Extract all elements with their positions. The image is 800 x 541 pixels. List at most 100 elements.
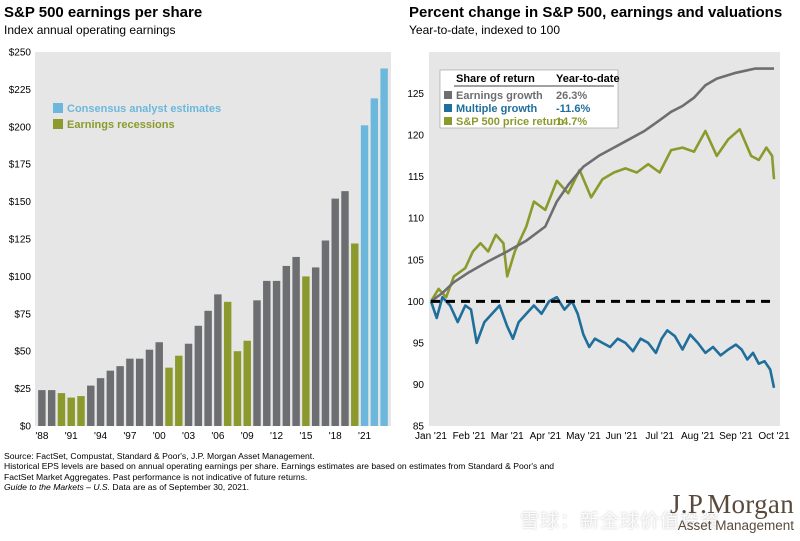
left-x-tick-label: '91 bbox=[65, 431, 78, 442]
series-line-multiple bbox=[429, 295, 776, 389]
eps-bar bbox=[351, 243, 359, 426]
eps-bar bbox=[145, 349, 154, 426]
right-y-tick-label: 120 bbox=[407, 131, 424, 142]
left-x-tick-label: '15 bbox=[299, 431, 312, 442]
left-y-tick-label: $25 bbox=[14, 384, 31, 395]
eps-bar bbox=[38, 390, 46, 426]
eps-bar bbox=[96, 378, 105, 426]
brand-sub: Asset Management bbox=[677, 518, 794, 533]
eps-bar bbox=[292, 256, 300, 426]
left-x-tick-label: '03 bbox=[182, 431, 195, 442]
right-y-tick-label: 110 bbox=[408, 214, 424, 225]
legend-label-recession: Earnings recessions bbox=[67, 119, 175, 131]
jpmorgan-logo: J.P.Morgan Asset Management bbox=[670, 490, 794, 533]
right-x-tick-label: Apr '21 bbox=[530, 431, 562, 442]
footer-note-2: FactSet Market Aggregates. Past performa… bbox=[4, 471, 308, 482]
eps-bar bbox=[87, 385, 95, 426]
eps-bar bbox=[67, 397, 75, 426]
watermark-text: 雪球：新全球价值投资 bbox=[520, 511, 721, 532]
right-x-tick-label: Oct '21 bbox=[758, 431, 790, 442]
left-x-tick-label: '97 bbox=[123, 431, 136, 442]
eps-bar bbox=[302, 276, 310, 426]
right-x-tick-label: Jan '21 bbox=[415, 431, 447, 442]
legend-swatch-earnings bbox=[444, 91, 452, 99]
eps-bar bbox=[116, 366, 124, 426]
eps-bar bbox=[204, 310, 212, 426]
returns-legend-box bbox=[439, 69, 619, 129]
brand-name: J.P.Morgan bbox=[669, 489, 794, 519]
right-y-tick-label: 90 bbox=[413, 380, 425, 391]
eps-bar bbox=[214, 294, 222, 426]
left-y-tick-label: $0 bbox=[20, 422, 32, 433]
left-x-tick-label: '21 bbox=[358, 431, 371, 442]
footer-notes: Source: FactSet, Compustat, Standard & P… bbox=[4, 451, 554, 493]
footer-note-1: Historical EPS levels are based on annua… bbox=[4, 461, 555, 472]
legend-series-name: S&P 500 price return bbox=[456, 116, 564, 128]
right-x-tick-label: Jun '21 bbox=[606, 431, 638, 442]
footer-note-3: Guide to the Markets – U.S. Data are as … bbox=[4, 482, 554, 492]
left-y-tick-label: $125 bbox=[9, 235, 32, 246]
left-y-tick-label: $150 bbox=[9, 197, 32, 208]
left-y-tick-label: $225 bbox=[9, 85, 32, 96]
eps-bar bbox=[380, 68, 388, 427]
right-chart-title: Percent change in S&P 500, earnings and … bbox=[409, 4, 783, 21]
legend-series-name: Multiple growth bbox=[456, 103, 538, 115]
eps-bar bbox=[370, 98, 379, 426]
legend-header-ytd: Year-to-date bbox=[556, 73, 620, 85]
legend-series-name: Earnings growth bbox=[456, 90, 543, 102]
eps-bar bbox=[243, 340, 251, 426]
legend-series-ytd: -11.6% bbox=[556, 103, 590, 115]
eps-bar bbox=[155, 342, 163, 426]
left-x-tick-label: '09 bbox=[241, 431, 254, 442]
legend-series-ytd: 14.7% bbox=[556, 116, 587, 128]
left-x-tick-label: '06 bbox=[211, 431, 224, 442]
eps-bar bbox=[253, 300, 261, 426]
right-y-tick-label: 100 bbox=[407, 297, 424, 308]
eps-bar bbox=[263, 280, 271, 426]
eps-bar bbox=[184, 343, 193, 426]
left-x-tick-label: '12 bbox=[270, 431, 283, 442]
right-y-tick-label: 95 bbox=[413, 338, 425, 349]
left-x-tick-label: '94 bbox=[94, 431, 107, 442]
eps-bar bbox=[135, 358, 144, 426]
left-y-tick-label: $50 bbox=[14, 347, 31, 358]
right-x-tick-label: May '21 bbox=[566, 431, 601, 442]
eps-bar bbox=[282, 265, 291, 426]
eps-bar bbox=[223, 301, 232, 426]
left-y-tick-label: $175 bbox=[9, 160, 32, 171]
left-y-tick-label: $250 bbox=[9, 48, 32, 59]
right-x-tick-label: Mar '21 bbox=[491, 431, 524, 442]
legend-header-share: Share of return bbox=[456, 73, 535, 85]
eps-bar bbox=[321, 240, 330, 426]
legend-swatch-price bbox=[444, 117, 452, 125]
eps-bar bbox=[106, 370, 115, 426]
eps-bar bbox=[331, 198, 339, 426]
left-y-tick-label: $200 bbox=[9, 122, 32, 133]
left-chart-title: S&P 500 earnings per share bbox=[4, 4, 203, 21]
left-x-tick-label: '00 bbox=[153, 431, 166, 442]
right-x-tick-label: Jul '21 bbox=[645, 431, 674, 442]
series-line-earnings bbox=[430, 67, 774, 303]
right-y-tick-label: 115 bbox=[408, 172, 424, 183]
right-y-tick-label: 85 bbox=[413, 422, 425, 433]
right-x-tick-label: Aug '21 bbox=[681, 431, 715, 442]
eps-bar bbox=[47, 390, 56, 426]
eps-bar bbox=[272, 280, 281, 426]
legend-series-ytd: 26.3% bbox=[556, 90, 587, 102]
eps-bar bbox=[165, 367, 173, 426]
footer-guide-title: Guide to the Markets – U.S. bbox=[4, 482, 111, 493]
left-x-tick-label: '88 bbox=[35, 431, 48, 442]
right-y-tick-label: 105 bbox=[407, 255, 424, 266]
legend-label-estimate: Consensus analyst estimates bbox=[67, 103, 221, 115]
right-x-tick-label: Feb '21 bbox=[453, 431, 486, 442]
eps-bar bbox=[175, 355, 183, 426]
eps-bar bbox=[57, 393, 66, 426]
eps-bar bbox=[341, 191, 349, 426]
series-line-price bbox=[429, 128, 776, 302]
right-y-tick-label: 125 bbox=[407, 89, 424, 100]
right-chart-subtitle: Year-to-date, indexed to 100 bbox=[409, 23, 561, 37]
footer-data-date: Data are as of September 30, 2021. bbox=[110, 482, 250, 493]
left-y-tick-label: $100 bbox=[9, 272, 32, 283]
eps-bar bbox=[77, 396, 85, 426]
